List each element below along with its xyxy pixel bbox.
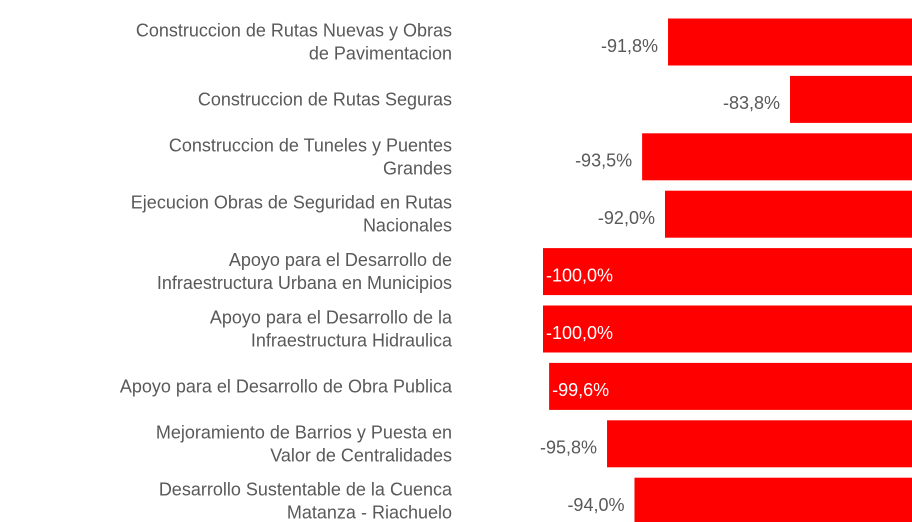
category-label: Apoyo para el Desarrollo de la Infraestru… [210, 307, 453, 350]
value-label: -99,6% [552, 380, 609, 400]
category-label: Construccion de Tuneles y Puentes Grandes [169, 135, 452, 178]
category-label: Mejoramiento de Barrios y Puesta en Valor… [156, 422, 452, 465]
category-label: Ejecucion Obras de Seguridad en Rutas Nac… [131, 192, 452, 235]
bar [607, 420, 912, 468]
value-label: -83,8% [723, 93, 780, 113]
bar [664, 190, 912, 238]
value-label: -95,8% [540, 438, 597, 458]
bar [634, 477, 912, 522]
category-label: Construccion de Rutas Seguras [198, 89, 452, 109]
bar [549, 362, 912, 410]
value-label: -91,8% [601, 36, 658, 56]
category-label: Desarrollo Sustentable de la Cuenca Matan… [159, 479, 453, 522]
category-label: Apoyo para el Desarrollo de Obra Publica [120, 376, 453, 396]
category-label: Apoyo para el Desarrollo de Infraestructu… [157, 250, 452, 293]
bar [790, 75, 912, 123]
value-label: -94,0% [567, 495, 624, 515]
value-label: -100,0% [546, 265, 613, 285]
bar [543, 248, 912, 296]
value-label: -100,0% [546, 323, 613, 343]
bar [668, 18, 912, 66]
value-label: -92,0% [598, 208, 655, 228]
bar [543, 305, 912, 353]
bar [642, 133, 912, 181]
value-label: -93,5% [575, 151, 632, 171]
category-label: Construccion de Rutas Nuevas y Obras de P… [136, 20, 452, 63]
